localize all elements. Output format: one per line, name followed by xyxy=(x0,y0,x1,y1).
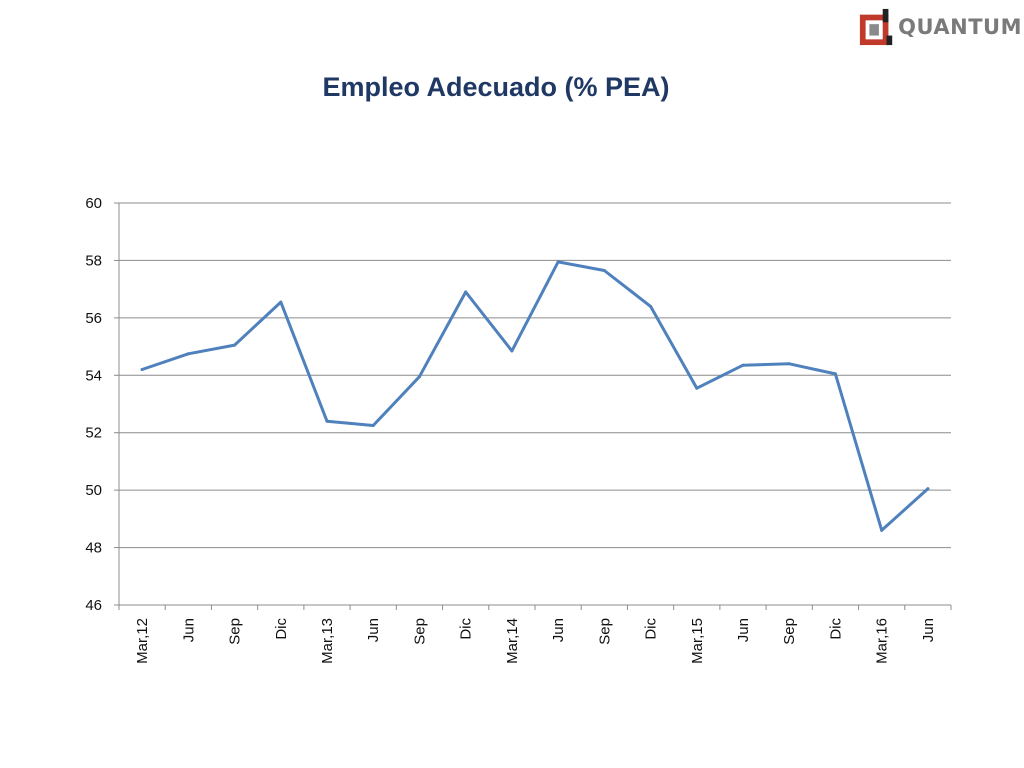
data-point xyxy=(880,528,884,532)
data-point xyxy=(787,362,791,366)
x-tick-label: Mar,16 xyxy=(874,618,891,664)
data-point xyxy=(833,372,837,376)
series-line xyxy=(140,260,930,532)
x-tick-label: Jun xyxy=(550,618,567,642)
x-tick-label: Mar,14 xyxy=(504,618,521,664)
data-point xyxy=(602,268,606,272)
x-tick-label: Jun xyxy=(365,618,382,642)
data-point xyxy=(186,352,190,356)
x-tick-label: Dic xyxy=(827,618,844,640)
y-tick-label: 56 xyxy=(85,310,102,327)
y-tick-label: 50 xyxy=(85,482,102,499)
data-point xyxy=(649,304,653,308)
quantum-logo-icon xyxy=(859,8,893,46)
data-point xyxy=(695,386,699,390)
data-point xyxy=(417,375,421,379)
x-tick-label: Dic xyxy=(273,618,290,640)
data-point xyxy=(464,290,468,294)
y-tick-label: 58 xyxy=(85,252,102,269)
y-tick-label: 46 xyxy=(85,597,102,614)
x-tick-label: Jun xyxy=(920,618,937,642)
x-tick-label: Mar,13 xyxy=(319,618,336,664)
x-axis: Mar,12 Jun Sep Dic Mar,13 Jun Sep Dic Mar,14 Jun S… xyxy=(118,604,952,664)
y-tick-label: 48 xyxy=(85,540,102,557)
company-logo: QUANTUM xyxy=(858,4,1022,50)
data-point xyxy=(140,368,144,372)
x-tick-label: Mar,15 xyxy=(689,618,706,664)
x-tick-label: Mar,12 xyxy=(134,618,151,664)
x-tick-label: Sep xyxy=(227,618,244,645)
data-point xyxy=(233,343,237,347)
y-tick-label: 52 xyxy=(85,425,102,442)
data-point xyxy=(556,260,560,264)
data-point xyxy=(510,349,514,353)
y-axis: 46 48 50 52 54 56 58 60 xyxy=(85,195,120,614)
data-point xyxy=(279,300,283,304)
x-tick-label: Jun xyxy=(735,618,752,642)
gridlines xyxy=(119,202,951,606)
x-tick-label: Sep xyxy=(596,618,613,645)
x-tick-label: Sep xyxy=(781,618,798,645)
x-tick-label: Sep xyxy=(411,618,428,645)
x-tick-label: Dic xyxy=(643,618,660,640)
y-tick-label: 54 xyxy=(85,367,102,384)
data-point xyxy=(325,419,329,423)
series-group xyxy=(140,260,930,532)
chart-title: Empleo Adecuado (% PEA) xyxy=(322,72,670,102)
x-tick-label: Dic xyxy=(458,618,475,640)
data-point xyxy=(926,487,930,491)
data-point xyxy=(741,363,745,367)
logo-text: QUANTUM xyxy=(898,15,1022,39)
data-point xyxy=(371,424,375,428)
x-tick-label: Jun xyxy=(180,618,197,642)
y-tick-label: 60 xyxy=(85,195,102,212)
